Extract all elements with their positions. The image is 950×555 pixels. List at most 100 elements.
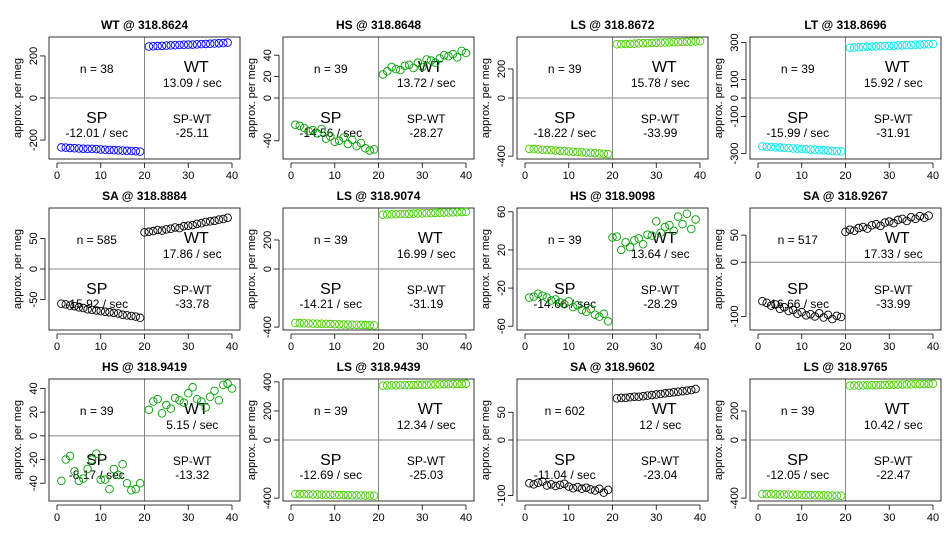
- sp-point: [135, 478, 145, 488]
- sp-point: [317, 124, 326, 134]
- y-tick-label: 0: [496, 437, 508, 443]
- sp-point: [299, 489, 309, 499]
- wt-point: [652, 38, 661, 48]
- wt-label: WT: [885, 230, 910, 247]
- sp-point: [118, 146, 127, 155]
- y-tick-label: 0: [496, 95, 508, 101]
- panel-11: LS @ 318.9765 0 10 20 30 40 -400 0 200 approx. pe…: [713, 360, 942, 524]
- wt-rate-label: 15.78 / sec: [631, 76, 690, 90]
- x-tick-label: 30: [650, 341, 662, 353]
- sp-point: [568, 147, 578, 156]
- sp-label: SP: [554, 452, 575, 469]
- wt-point: [400, 61, 410, 71]
- panel-title: LS @ 318.8672: [571, 18, 655, 32]
- diff-label: SP-WT: [641, 283, 680, 297]
- wt-point: [205, 217, 215, 226]
- diff-value-label: -28.29: [643, 297, 677, 311]
- wt-point: [227, 384, 237, 393]
- panel-title: LS @ 318.9074: [337, 189, 421, 203]
- wt-point: [876, 380, 885, 390]
- sp-point: [356, 320, 366, 330]
- wt-point: [188, 220, 197, 230]
- y-axis-label: approx. per meg: [12, 229, 24, 309]
- sp-point: [100, 145, 110, 154]
- sp-point: [348, 320, 357, 330]
- wt-point: [218, 38, 228, 48]
- y-axis-label: approx. per meg: [246, 58, 258, 138]
- wt-point: [682, 386, 692, 395]
- wt-point: [911, 379, 920, 389]
- sp-point: [83, 305, 92, 314]
- sp-point: [560, 146, 569, 156]
- sp-point: [810, 490, 820, 500]
- wt-point: [422, 380, 431, 389]
- wt-point: [665, 388, 674, 398]
- diff-label: SP-WT: [407, 112, 446, 126]
- x-tick-label: 30: [416, 170, 428, 182]
- wt-point: [638, 239, 648, 249]
- diff-label: SP-WT: [874, 112, 913, 126]
- y-tick-label: 400: [262, 373, 274, 391]
- wt-point: [413, 58, 423, 67]
- wt-point: [612, 232, 622, 241]
- x-tick-label: 30: [182, 512, 194, 524]
- wt-point: [431, 208, 440, 218]
- diff-label: SP-WT: [874, 454, 913, 468]
- wt-rate-label: 15.92 / sec: [864, 76, 923, 90]
- plot-frame: [749, 378, 942, 502]
- sp-point: [369, 321, 379, 330]
- diff-value-label: -25.11: [176, 126, 209, 140]
- sp-point: [105, 484, 114, 494]
- wt-point: [378, 70, 388, 79]
- x-tick-label: 40: [694, 341, 706, 353]
- wt-point: [687, 224, 696, 234]
- panel-title: LS @ 318.9439: [337, 360, 421, 374]
- wt-point: [915, 211, 925, 221]
- wt-point: [166, 404, 175, 413]
- wt-point: [166, 41, 175, 50]
- sp-point: [369, 491, 379, 501]
- wt-point: [858, 42, 868, 52]
- sp-point: [819, 491, 828, 500]
- wt-point: [413, 209, 423, 218]
- wt-point: [422, 208, 431, 218]
- wt-point: [915, 379, 925, 389]
- y-tick-label: -200: [28, 129, 40, 151]
- sp-label: SP: [320, 281, 341, 298]
- y-axis-label: approx. per meg: [480, 58, 492, 138]
- sp-point: [590, 310, 600, 320]
- wt-point: [634, 234, 644, 243]
- sp-point: [542, 145, 552, 155]
- sp-point: [361, 491, 370, 500]
- wt-point: [157, 41, 167, 51]
- x-tick-label: 30: [883, 341, 895, 353]
- wt-point: [197, 397, 206, 406]
- wt-point: [691, 37, 700, 46]
- wt-point: [854, 223, 863, 233]
- sp-point: [308, 125, 318, 135]
- sp-point: [806, 310, 815, 319]
- sp-point: [78, 474, 88, 483]
- wt-point: [400, 380, 410, 390]
- wt-point: [920, 213, 929, 223]
- wt-point: [630, 236, 639, 245]
- wt-point: [175, 40, 184, 50]
- sp-point: [551, 146, 560, 155]
- sp-point: [122, 146, 132, 156]
- y-tick-label: 50: [28, 232, 40, 244]
- plot-frame: [48, 378, 241, 502]
- n-count-label: n = 39: [314, 233, 348, 247]
- diff-label: SP-WT: [641, 112, 680, 126]
- wt-point: [153, 41, 162, 51]
- sp-point: [131, 146, 140, 156]
- wt-point: [453, 53, 462, 62]
- wt-point: [634, 392, 644, 401]
- sp-point: [815, 491, 824, 500]
- wt-point: [656, 38, 665, 47]
- y-tick-label: -50: [28, 292, 40, 308]
- wt-point: [617, 393, 626, 403]
- sp-point: [131, 312, 140, 321]
- sp-point: [295, 489, 305, 499]
- sp-point: [573, 300, 582, 310]
- sp-point: [525, 479, 534, 488]
